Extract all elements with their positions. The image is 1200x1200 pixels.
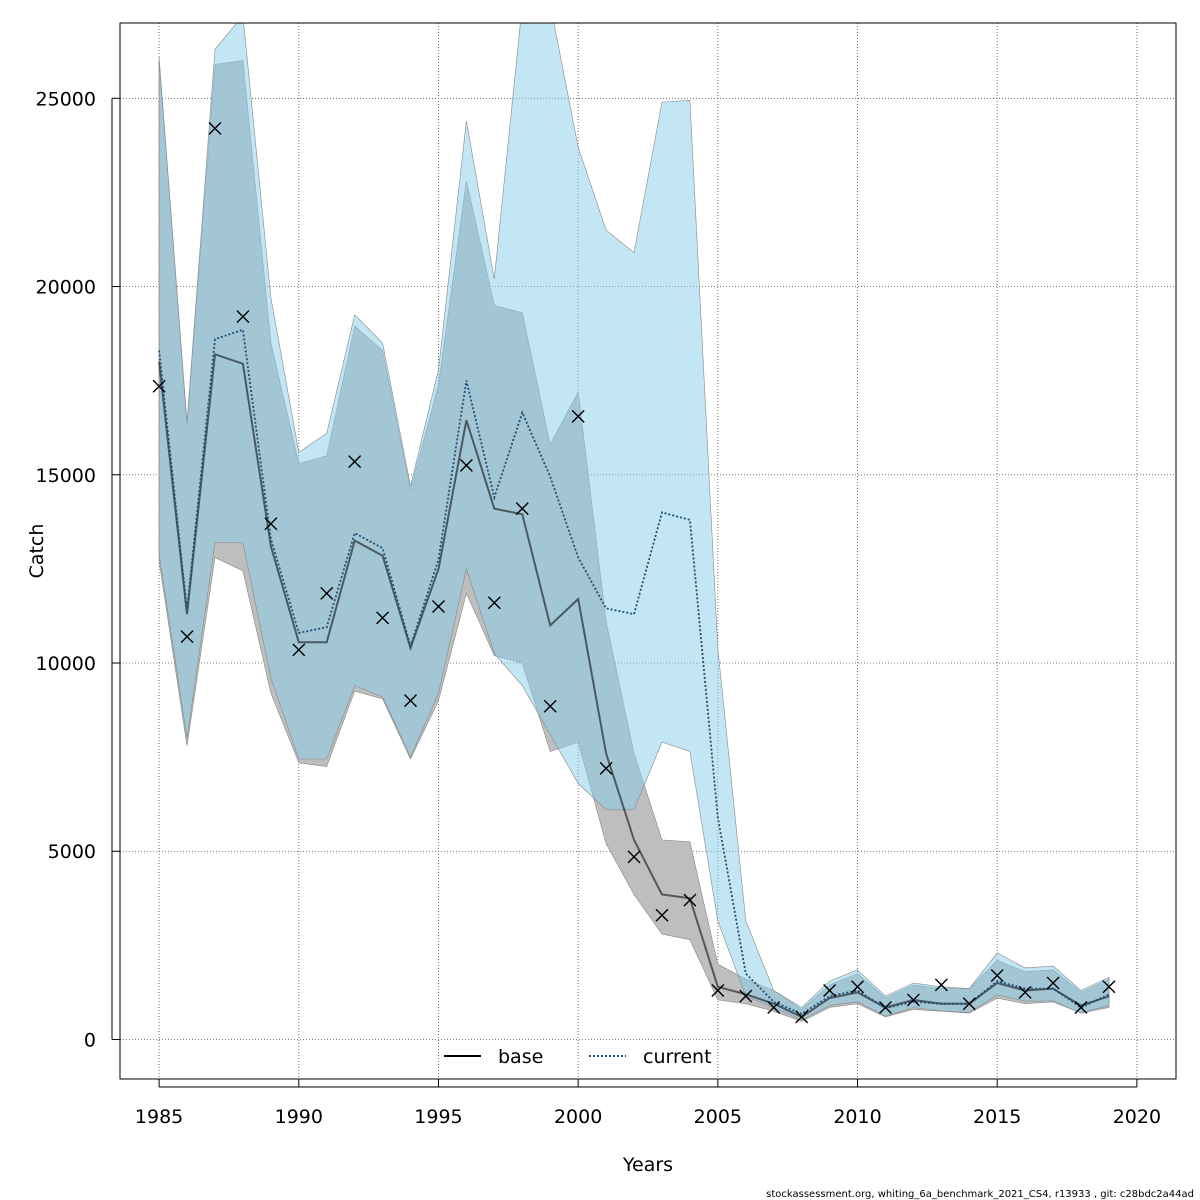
observed-point <box>208 121 222 135</box>
plot-area <box>152 23 1116 1024</box>
observed-point <box>1046 976 1060 990</box>
observed-point <box>180 630 194 644</box>
y-tick-label: 15000 <box>36 465 96 487</box>
y-axis: 0 5000 10000 15000 20000 25000 <box>36 88 120 1051</box>
x-tick-label: 1990 <box>275 1106 323 1128</box>
footer-text: stockassessment.org, whiting_6a_benchmar… <box>766 1189 1194 1200</box>
y-tick-label: 0 <box>84 1029 96 1051</box>
observed-point <box>739 989 753 1003</box>
observed-point <box>431 600 445 614</box>
observed-point <box>878 1000 892 1014</box>
observed-point <box>683 893 697 907</box>
y-tick-label: 25000 <box>36 88 96 110</box>
observed-point <box>320 586 334 600</box>
observed-point <box>795 1010 809 1024</box>
observed-point <box>292 643 306 657</box>
y-tick-label: 20000 <box>36 277 96 299</box>
observed-point <box>264 517 278 531</box>
observed-point <box>627 850 641 864</box>
legend: base current <box>444 1046 712 1068</box>
observed-point <box>459 458 473 472</box>
x-axis: 1985 1990 1995 2000 2005 2010 2015 2020 <box>135 1079 1161 1128</box>
observed-point <box>823 984 837 998</box>
plot-frame <box>119 22 1177 1080</box>
observed-points <box>152 121 1116 1024</box>
observed-point <box>1018 985 1032 999</box>
observed-point <box>152 379 166 393</box>
observed-point <box>655 908 669 922</box>
observed-point <box>711 984 725 998</box>
x-tick-label: 2010 <box>833 1106 881 1128</box>
x-tick-label: 2020 <box>1113 1106 1161 1128</box>
base-line <box>158 352 1110 1019</box>
observed-point <box>1074 1000 1088 1014</box>
x-tick-label: 1995 <box>414 1106 462 1128</box>
legend-base-label: base <box>498 1046 543 1068</box>
series-lines <box>158 328 1110 1019</box>
observed-point <box>990 968 1004 982</box>
observed-point <box>1102 980 1116 994</box>
y-tick-label: 10000 <box>36 653 96 675</box>
observed-point <box>767 1000 781 1014</box>
y-axis-title: Catch <box>26 524 48 579</box>
current-confidence-band <box>158 23 1110 1021</box>
observed-point <box>236 310 250 324</box>
observed-point <box>487 596 501 610</box>
observed-point <box>376 611 390 625</box>
x-tick-label: 2015 <box>973 1106 1021 1128</box>
x-tick-label: 2005 <box>694 1106 742 1128</box>
observed-point <box>515 502 529 516</box>
legend-current-label: current <box>643 1046 712 1068</box>
observed-point <box>934 978 948 992</box>
confidence-bands <box>158 23 1110 1022</box>
observed-point <box>962 997 976 1011</box>
x-tick-label: 1985 <box>135 1106 183 1128</box>
x-axis-title: Years <box>622 1154 673 1176</box>
observed-point <box>599 761 613 775</box>
y-tick-label: 5000 <box>48 841 96 863</box>
observed-point <box>571 409 585 423</box>
observed-point <box>404 694 418 708</box>
observed-point <box>348 455 362 469</box>
x-tick-label: 2000 <box>554 1106 602 1128</box>
observed-point <box>906 993 920 1007</box>
observed-point <box>543 699 557 713</box>
observed-point <box>851 980 865 994</box>
